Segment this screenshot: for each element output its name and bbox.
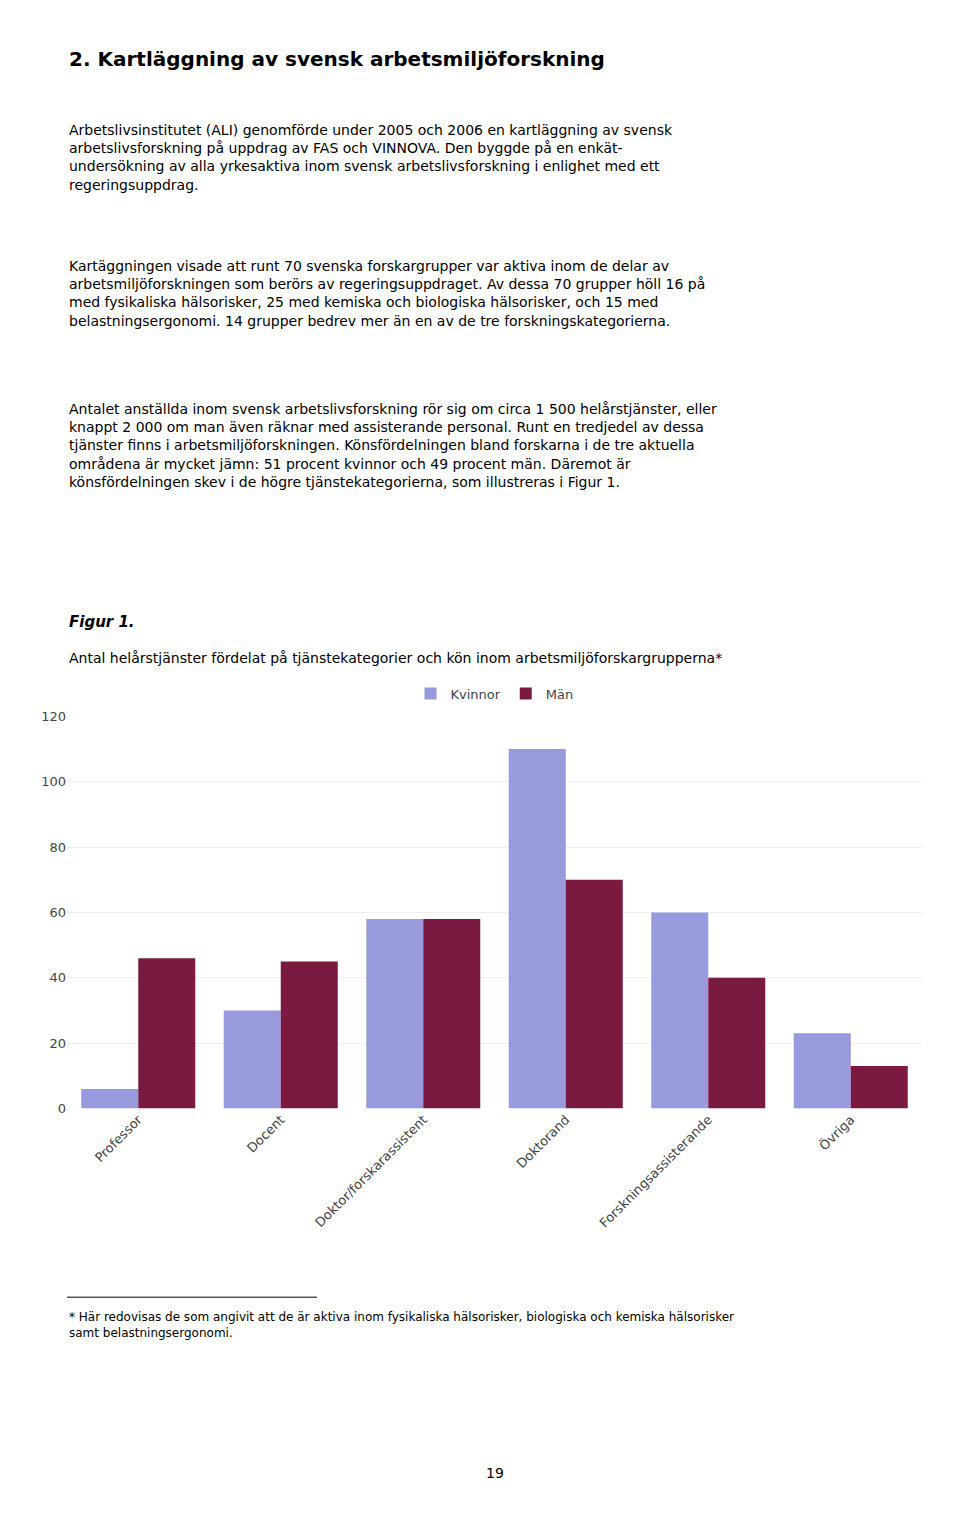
svg-text:Professor: Professor [92, 1112, 146, 1166]
svg-text:Män: Män [546, 687, 573, 702]
svg-text:100: 100 [41, 774, 66, 789]
svg-text:Doktor/forskarassistent: Doktor/forskarassistent [312, 1112, 430, 1230]
svg-text:Kartäggningen visade att runt: Kartäggningen visade att runt 70 svenska… [69, 258, 705, 329]
svg-text:120: 120 [41, 709, 66, 724]
svg-text:Arbetslivsinstitutet (ALI) gen: Arbetslivsinstitutet (ALI) genomförde un… [69, 122, 673, 193]
svg-text:* Här redovisas de som angivit: * Här redovisas de som angivit att de är… [69, 1310, 734, 1340]
svg-text:Kvinnor: Kvinnor [451, 687, 501, 702]
svg-text:19: 19 [486, 1465, 504, 1481]
svg-text:2. Kartläggning av svensk arbe: 2. Kartläggning av svensk arbetsmiljöfor… [69, 47, 605, 71]
svg-text:Docent: Docent [244, 1112, 287, 1155]
svg-text:Antalet anställda inom svensk: Antalet anställda inom svensk arbetslivs… [69, 401, 717, 490]
svg-text:Övriga: Övriga [816, 1111, 858, 1153]
svg-text:60: 60 [49, 905, 66, 920]
svg-text:Figur 1.: Figur 1. [69, 613, 135, 631]
svg-text:0: 0 [58, 1101, 66, 1116]
svg-text:20: 20 [49, 1036, 66, 1051]
svg-text:40: 40 [49, 970, 66, 985]
svg-text:Antal helårstjänster fördelat: Antal helårstjänster fördelat på tjänste… [69, 650, 722, 666]
svg-text:Doktorand: Doktorand [514, 1112, 573, 1171]
svg-text:Forskningsassisterande: Forskningsassisterande [597, 1112, 715, 1230]
svg-text:80: 80 [49, 840, 66, 855]
